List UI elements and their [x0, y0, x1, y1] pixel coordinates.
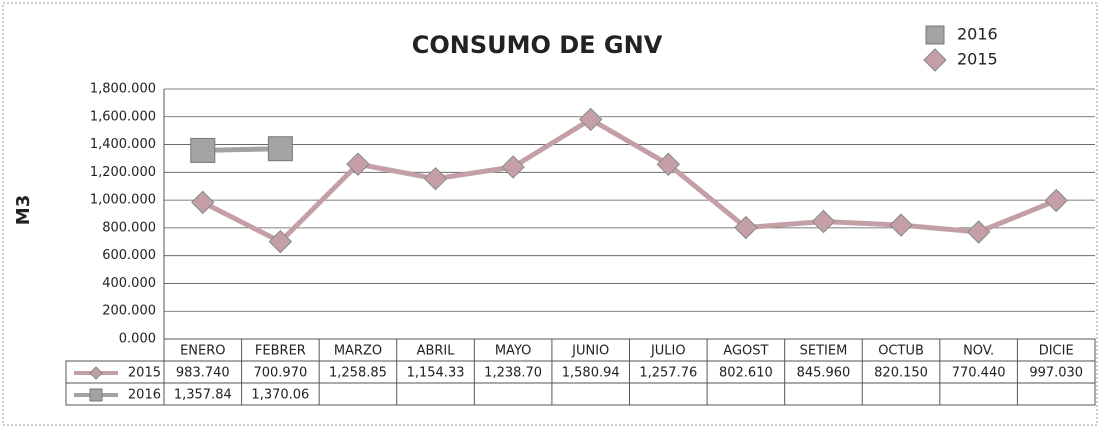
marker: [190, 137, 216, 163]
table-value: 1,258.85: [329, 366, 387, 381]
y-tick-label: 1,000.000: [90, 193, 156, 208]
x-tick-label: FEBRER: [255, 344, 306, 359]
table-series-name: 2016: [128, 388, 161, 403]
marker: [656, 152, 680, 177]
y-tick-label: 800.000: [102, 220, 156, 235]
legend-label: 2015: [957, 50, 998, 69]
marker: [89, 366, 103, 380]
marker: [811, 209, 836, 234]
x-tick-label: DICIE: [1039, 344, 1074, 359]
marker: [423, 166, 448, 191]
marker: [268, 229, 293, 254]
marker: [501, 155, 525, 179]
marker: [966, 220, 991, 244]
marker: [923, 48, 947, 72]
y-tick-label: 1,600.000: [90, 109, 156, 124]
marker: [579, 107, 603, 132]
table-value: 802.610: [719, 366, 773, 381]
table-value: 845.960: [797, 366, 851, 381]
marker: [1044, 188, 1068, 213]
table-series-name: 2015: [128, 366, 161, 381]
legend-label: 2016: [957, 25, 998, 44]
table-value: 820.150: [874, 366, 928, 381]
y-tick-label: 1,400.000: [90, 137, 156, 152]
x-tick-label: ENERO: [180, 344, 225, 359]
x-tick-label: ABRIL: [417, 344, 456, 359]
x-tick-label: JULIO: [650, 344, 686, 359]
series-line: [202, 146, 281, 153]
y-tick-label: 400.000: [102, 276, 156, 291]
x-tick-label: SETIEM: [800, 344, 848, 359]
x-tick-label: MARZO: [334, 344, 382, 359]
marker: [346, 152, 370, 176]
table-value: 700.970: [253, 366, 307, 381]
x-tick-label: OCTUB: [878, 344, 924, 359]
table-value: 1,257.76: [639, 366, 697, 381]
marker: [734, 215, 758, 240]
y-tick-label: 600.000: [102, 248, 156, 263]
table-value: 997.030: [1029, 366, 1083, 381]
marker: [89, 388, 103, 402]
table-value: 1,580.94: [562, 366, 620, 381]
table-value: 1,154.33: [407, 366, 465, 381]
x-tick-label: AGOST: [723, 344, 768, 359]
table-value: 1,357.84: [174, 388, 232, 403]
y-tick-label: 1,800.000: [90, 82, 156, 97]
table-value: 1,238.70: [484, 366, 542, 381]
chart-title: CONSUMO DE GNV: [412, 31, 663, 59]
x-tick-label: MAYO: [495, 344, 532, 359]
y-tick-label: 200.000: [102, 304, 156, 319]
y-tick-label: 0.000: [119, 332, 156, 347]
y-axis-label: M3: [13, 195, 34, 225]
marker: [191, 190, 215, 215]
series-line: [201, 116, 1058, 245]
x-tick-label: JUNIO: [571, 344, 609, 359]
x-tick-label: NOV.: [963, 344, 994, 359]
marker: [267, 136, 293, 162]
table-value: 1,370.06: [251, 388, 309, 403]
marker: [925, 25, 945, 45]
y-tick-label: 1,200.000: [90, 165, 156, 180]
table-value: 770.440: [952, 366, 1006, 381]
table-value: 983.740: [176, 366, 230, 381]
marker: [889, 213, 913, 237]
